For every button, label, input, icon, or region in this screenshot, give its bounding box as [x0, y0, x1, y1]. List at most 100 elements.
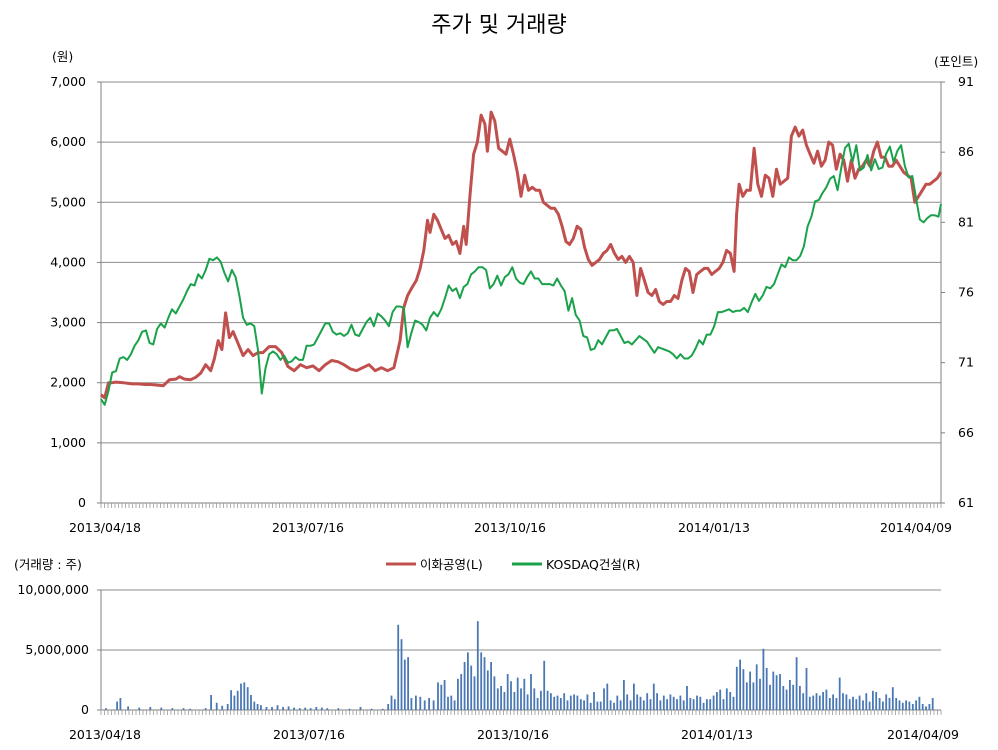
volume-bar: [390, 695, 393, 710]
volume-bar: [868, 701, 871, 710]
volume-bar: [852, 696, 854, 710]
volume-bar: [775, 675, 778, 710]
volume-bar: [652, 683, 655, 710]
volume-bar: [309, 708, 312, 710]
volume-bar: [221, 705, 224, 710]
volume-bar: [576, 695, 579, 710]
y-left-tick-label: 7,000: [50, 74, 86, 89]
volume-bar: [586, 694, 589, 710]
legend-label-kosdaq: KOSDAQ건설(R): [546, 557, 640, 572]
volume-bar: [696, 695, 698, 710]
y-left-tick-label: 1,000: [50, 435, 86, 450]
volume-bar: [400, 639, 403, 710]
volume-bar: [253, 701, 256, 710]
y-left-tick-label: 6,000: [50, 134, 86, 149]
volume-bar: [639, 696, 642, 710]
price-lines: [100, 110, 943, 406]
volume-bar: [785, 689, 788, 710]
volume-bar: [765, 668, 768, 710]
volume-bar: [526, 694, 529, 710]
volume-bar: [236, 690, 239, 710]
volume-bar: [682, 700, 685, 710]
volume-bar: [105, 708, 107, 710]
volume-bar: [553, 696, 556, 710]
volume-bar: [573, 694, 575, 710]
volume-bar: [629, 700, 632, 710]
volume-bar: [119, 698, 122, 710]
volume-bar: [716, 692, 718, 710]
volume-bar: [493, 676, 496, 710]
y-right-tick-label: 61: [958, 495, 974, 510]
volume-bar: [901, 702, 904, 710]
volume-bar: [858, 695, 861, 710]
series-line-ihwa: [100, 110, 943, 400]
volume-bar: [603, 688, 605, 710]
volume-bar: [215, 702, 218, 710]
volume-bar: [752, 682, 755, 710]
volume-bar: [888, 698, 891, 710]
volume-bar: [540, 690, 542, 710]
volume-bar: [506, 674, 509, 710]
volume-bar: [795, 657, 798, 710]
volume-bar: [865, 693, 868, 710]
volume-bar: [500, 686, 502, 710]
volume-bar: [256, 704, 259, 710]
volume-bar: [755, 664, 758, 710]
volume-bar: [566, 700, 569, 710]
volume-bar: [808, 696, 811, 710]
volume-bar: [240, 683, 242, 710]
volume-x-tick-label: 2014/04/09: [887, 727, 959, 742]
volume-x-tick-label: 2013/07/16: [273, 727, 345, 742]
volume-bar: [815, 693, 818, 710]
volume-bar: [556, 695, 559, 710]
volume-bar: [182, 708, 185, 710]
volume-bar: [931, 698, 934, 710]
volume-bar: [476, 621, 479, 710]
volume-bar: [898, 700, 901, 710]
volume-bar: [686, 686, 688, 710]
volume-bar: [666, 699, 668, 710]
volume-bar: [423, 700, 426, 710]
chart-axes: 0 1,000 2,000 3,000 4,000 5,000 6,000 7,000 61 66…: [17, 74, 974, 742]
volume-bar: [623, 680, 625, 710]
volume-bar: [669, 694, 672, 710]
volume-bar: [692, 699, 695, 710]
volume-bar: [265, 707, 268, 710]
volume-bar: [875, 692, 878, 710]
volume-bar: [138, 707, 141, 710]
volume-bar: [799, 686, 801, 710]
volume-bar: [419, 696, 422, 710]
volume-y-tick-label: 5,000,000: [25, 642, 89, 657]
y-left-tick-label: 0: [78, 495, 86, 510]
volume-bar: [559, 698, 562, 710]
volume-bar: [855, 699, 858, 710]
volume-bar: [387, 704, 390, 710]
volume-x-tick-label: 2014/01/13: [681, 727, 753, 742]
volume-bar: [862, 700, 864, 710]
volume-bar: [443, 680, 446, 710]
volume-bar: [719, 689, 722, 710]
volume-bar: [370, 708, 373, 710]
volume-bar: [410, 698, 413, 710]
volume-bar: [271, 707, 273, 710]
volume-bar: [878, 698, 881, 710]
volume-bar: [127, 706, 129, 710]
volume-bar: [490, 662, 492, 710]
x-tick-label: 2014/04/09: [880, 520, 952, 535]
volume-x-tick-label: 2013/10/16: [477, 727, 549, 742]
volume-bar: [457, 678, 459, 710]
volume-bar: [393, 699, 396, 710]
left-axis-unit: (원): [52, 49, 73, 64]
volume-bar: [702, 702, 705, 710]
volume-bar: [298, 708, 301, 710]
volume-bar: [818, 695, 821, 710]
volume-bar: [656, 693, 658, 710]
right-axis-unit: (포인트): [934, 54, 978, 69]
volume-bar: [432, 700, 435, 710]
y-left-tick-label: 5,000: [50, 194, 86, 209]
volume-bar: [467, 652, 469, 710]
volume-bar: [872, 690, 874, 710]
volume-bar: [689, 698, 692, 710]
volume-bar: [473, 676, 476, 710]
